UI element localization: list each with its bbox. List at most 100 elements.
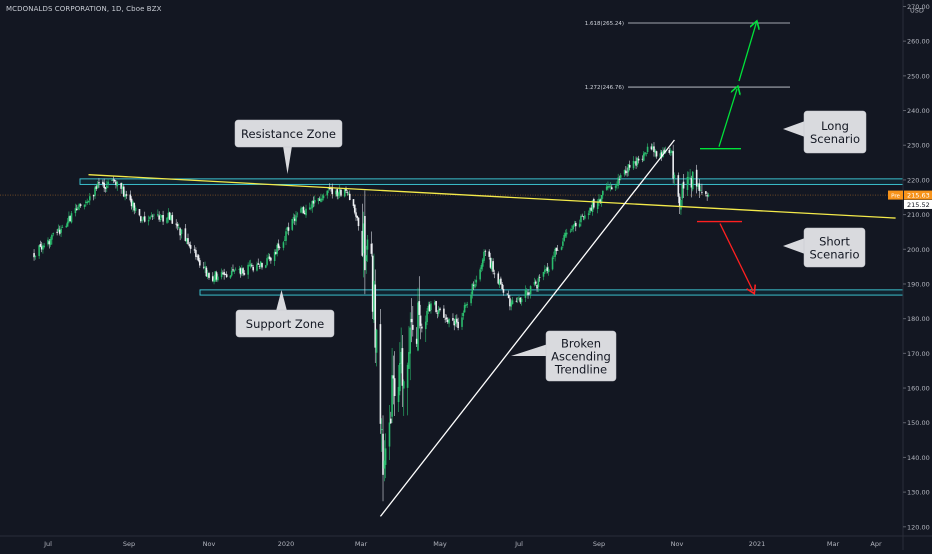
candle bbox=[187, 233, 189, 245]
candle-body bbox=[660, 152, 663, 157]
candle-body bbox=[616, 184, 618, 186]
candle-body bbox=[489, 257, 492, 268]
candle-body bbox=[47, 239, 49, 245]
candle bbox=[195, 247, 197, 260]
candle bbox=[346, 190, 349, 196]
candle bbox=[582, 216, 585, 221]
resistance-zone-box[interactable] bbox=[79, 178, 904, 185]
candle-body bbox=[493, 273, 496, 275]
candle bbox=[116, 180, 119, 191]
fib-level-label: 1.272(246.76) bbox=[585, 85, 624, 91]
candle bbox=[355, 208, 357, 221]
candle-body bbox=[582, 216, 585, 218]
candle-body bbox=[149, 216, 151, 220]
candle-body bbox=[337, 192, 340, 196]
candle-body bbox=[187, 238, 189, 245]
candle-body bbox=[686, 176, 689, 190]
candle-body bbox=[632, 160, 635, 169]
candle bbox=[672, 144, 674, 184]
candle-body bbox=[115, 181, 117, 185]
candle bbox=[130, 196, 133, 210]
candle-body bbox=[421, 326, 423, 329]
candle-body bbox=[52, 233, 55, 235]
short-arrow[interactable] bbox=[719, 223, 753, 291]
candle bbox=[374, 269, 377, 364]
support-callout[interactable]: Support Zone bbox=[235, 290, 335, 338]
candle-body bbox=[669, 151, 672, 153]
candle bbox=[479, 267, 481, 282]
candle-body bbox=[287, 227, 290, 231]
candle-body bbox=[589, 207, 591, 213]
candle bbox=[388, 404, 391, 460]
candle bbox=[475, 275, 478, 287]
candle bbox=[66, 218, 69, 227]
candle-body bbox=[134, 207, 137, 211]
candle-body bbox=[528, 293, 531, 295]
candle-body bbox=[573, 223, 576, 226]
support-zone-box[interactable] bbox=[199, 289, 904, 296]
candle bbox=[463, 302, 466, 313]
candle-body bbox=[303, 212, 306, 215]
candle-body bbox=[571, 229, 573, 231]
candle bbox=[645, 152, 648, 157]
support-callout-pointer bbox=[276, 290, 287, 311]
candle bbox=[466, 301, 468, 308]
candle-body bbox=[618, 179, 621, 180]
candle bbox=[278, 245, 281, 251]
candle-body bbox=[229, 275, 232, 278]
candle-body bbox=[160, 215, 163, 218]
long-arrow-first[interactable] bbox=[718, 89, 737, 147]
candle-body bbox=[94, 187, 96, 196]
long-arrow-second[interactable] bbox=[738, 24, 756, 82]
candle-body bbox=[103, 182, 105, 189]
pre-tag bbox=[888, 190, 903, 200]
candle bbox=[691, 171, 694, 192]
candle-body bbox=[434, 302, 436, 305]
candle-body bbox=[168, 212, 171, 220]
resistance-callout[interactable]: Resistance Zone bbox=[234, 119, 343, 174]
candle bbox=[312, 196, 315, 208]
support-callout-box bbox=[235, 309, 335, 338]
candle bbox=[551, 255, 554, 271]
candle-body bbox=[211, 276, 214, 281]
time-tick-label: Mar bbox=[355, 540, 368, 548]
candle bbox=[78, 203, 81, 211]
candle-body bbox=[501, 284, 503, 289]
candle bbox=[627, 164, 630, 177]
candle bbox=[690, 175, 693, 198]
candle bbox=[529, 285, 532, 299]
ascending-trendline[interactable] bbox=[379, 139, 675, 517]
descending-trendline[interactable] bbox=[88, 174, 896, 219]
candle bbox=[61, 224, 64, 229]
candle-body bbox=[533, 282, 536, 285]
candle-body bbox=[208, 273, 210, 278]
candle-body bbox=[384, 448, 387, 465]
candle bbox=[533, 277, 536, 287]
candle-body bbox=[366, 239, 369, 250]
candle-body bbox=[590, 207, 593, 211]
candle-body bbox=[623, 169, 626, 175]
candle bbox=[655, 150, 658, 159]
candle-body bbox=[147, 220, 150, 222]
candle bbox=[158, 211, 160, 222]
candle-body bbox=[663, 149, 666, 154]
candle-body bbox=[102, 181, 104, 185]
candle-body bbox=[574, 222, 577, 227]
short-callout-box bbox=[803, 227, 866, 268]
candle bbox=[574, 221, 577, 232]
candle bbox=[465, 302, 467, 308]
candle-body bbox=[188, 244, 191, 247]
candle-body bbox=[554, 248, 556, 257]
candle-body bbox=[293, 218, 296, 221]
candle bbox=[47, 237, 49, 247]
candle-body bbox=[305, 208, 307, 216]
candle bbox=[682, 174, 685, 198]
candle-body bbox=[130, 198, 133, 207]
candle-body bbox=[480, 265, 483, 270]
candle bbox=[500, 276, 502, 285]
